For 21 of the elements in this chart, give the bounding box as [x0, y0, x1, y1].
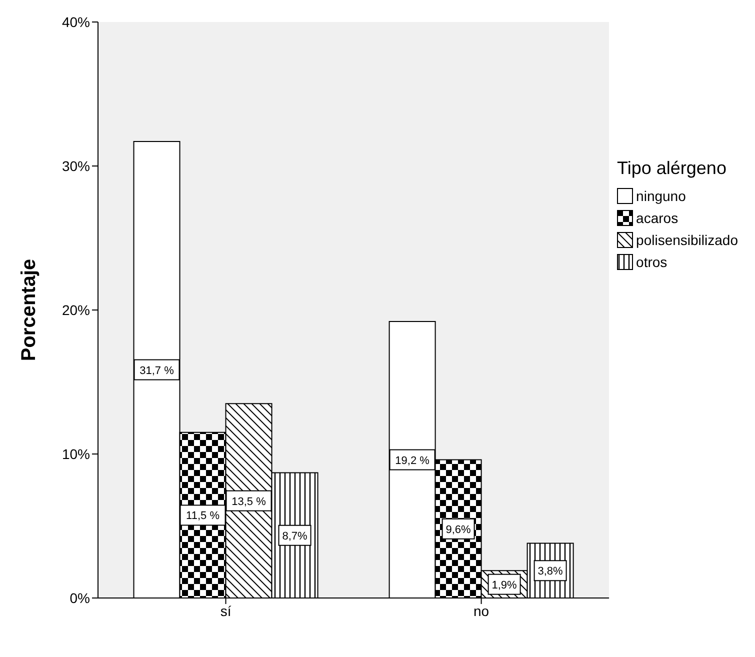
- legend-label: acaros: [636, 210, 678, 226]
- data-label: 8,7%: [282, 530, 308, 542]
- data-label: 13,5 %: [232, 496, 266, 508]
- legend-label: otros: [636, 254, 668, 270]
- y-tick-label: 20%: [62, 302, 90, 318]
- x-tick-label: no: [473, 602, 490, 619]
- y-tick-label: 40%: [62, 14, 90, 30]
- y-tick-label: 0%: [70, 590, 90, 606]
- data-label: 9,6%: [446, 524, 472, 536]
- data-label: 3,8%: [538, 566, 564, 578]
- y-tick-label: 30%: [62, 158, 90, 174]
- y-tick-label: 10%: [62, 446, 90, 462]
- legend-title: Tipo alérgeno: [617, 158, 728, 179]
- x-tick-label: sí: [220, 602, 232, 619]
- data-label: 19,2 %: [395, 454, 430, 467]
- data-label: 31,7 %: [140, 364, 174, 377]
- data-label: 11,5 %: [186, 510, 220, 522]
- y-axis-title: Porcentaje: [18, 258, 40, 362]
- legend-label: ninguno: [636, 188, 686, 204]
- legend-label: polisensibilizado: [636, 232, 738, 248]
- data-label: 1,9%: [492, 579, 518, 592]
